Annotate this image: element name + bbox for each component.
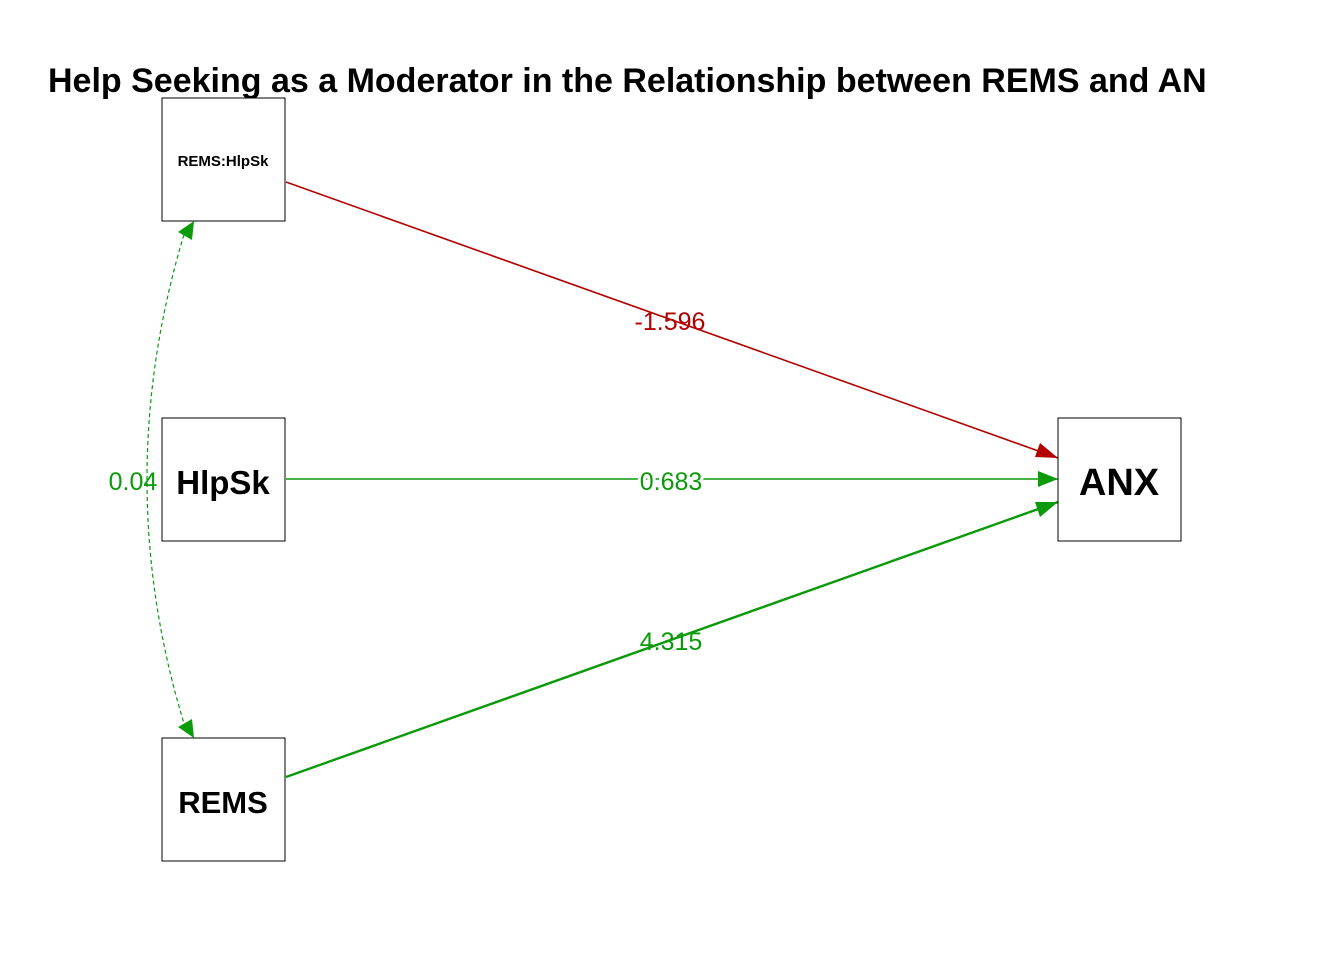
node-interaction-label: REMS:HlpSk: [178, 153, 270, 170]
covariance-arrowhead-bottom: [178, 719, 194, 738]
path-rems-anx: [285, 500, 1059, 779]
node-rems: REMS: [161, 737, 286, 862]
arrowhead-helpseeking-anx: [1038, 471, 1058, 487]
arrowhead-interaction-anx: [1035, 443, 1058, 458]
node-interaction: REMS:HlpSk: [161, 97, 286, 222]
node-anx: ANX: [1057, 417, 1182, 542]
node-rems-label: REMS: [178, 785, 268, 820]
path-interaction-anx: [285, 181, 1059, 459]
covariance-arrowhead-top: [178, 221, 194, 240]
estimate-interaction-anx: -1.596: [635, 308, 706, 336]
estimate-covariance: 0.04: [109, 468, 158, 496]
estimate-rems-anx: 4.315: [640, 628, 703, 656]
node-helpseeking-label: HlpSk: [176, 464, 270, 501]
diagram-title: Help Seeking as a Moderator in the Relat…: [48, 62, 1207, 100]
node-helpseeking: HlpSk: [161, 417, 286, 542]
estimate-helpseeking-anx: 0.683: [640, 468, 703, 496]
node-anx-label: ANX: [1079, 462, 1160, 504]
arrowhead-rems-anx: [1035, 502, 1058, 517]
covariance-curve: [146, 227, 187, 731]
